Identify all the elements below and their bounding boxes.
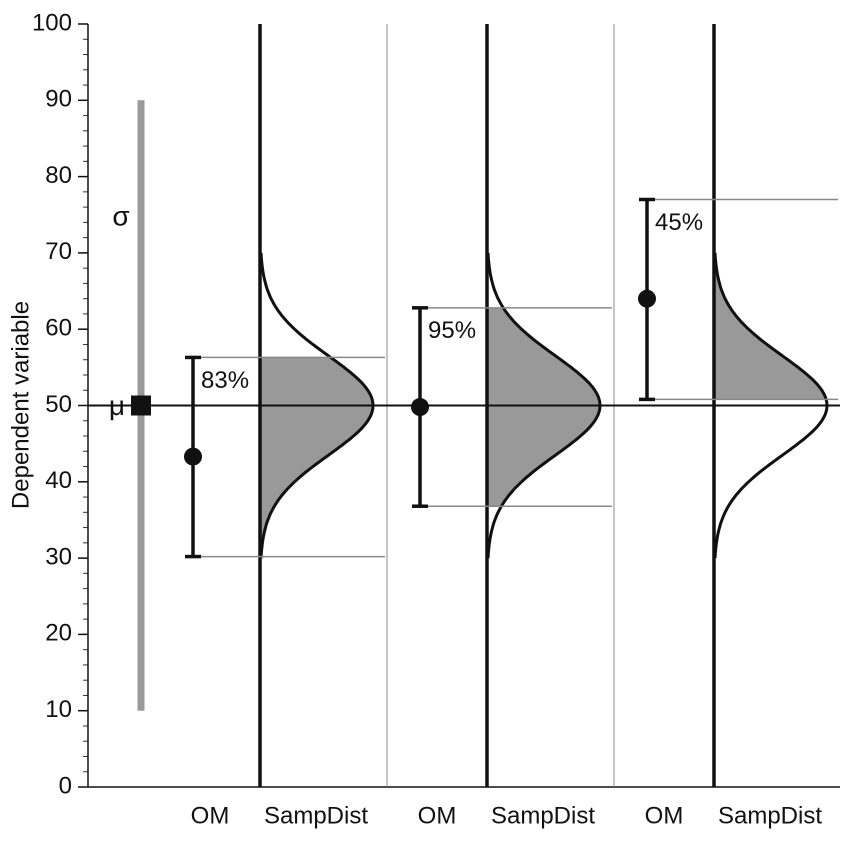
dist-label: SampDist	[264, 802, 368, 829]
coverage-label: 95%	[428, 317, 476, 344]
om-label: OM	[191, 802, 230, 829]
dist-label: SampDist	[718, 802, 822, 829]
mean-point	[184, 447, 202, 466]
y-tick-label: 80	[45, 162, 72, 189]
y-tick-label: 40	[45, 467, 72, 494]
coverage-area	[714, 252, 827, 400]
y-tick-label: 100	[32, 9, 72, 36]
coverage-area	[260, 357, 373, 557]
coverage-area	[487, 307, 600, 507]
coverage-label: 83%	[201, 367, 249, 394]
mu-label: μ	[109, 390, 125, 421]
y-tick-label: 10	[45, 696, 72, 723]
y-tick-label: 0	[59, 772, 72, 799]
y-tick-label: 60	[45, 315, 72, 342]
y-tick-label: 30	[45, 543, 72, 570]
mu-marker	[131, 395, 151, 416]
y-tick-label: 70	[45, 238, 72, 265]
coverage-label: 45%	[655, 209, 703, 236]
y-tick-label: 90	[45, 86, 72, 113]
dist-label: SampDist	[491, 802, 595, 829]
y-tick-label: 20	[45, 620, 72, 647]
mean-point	[411, 398, 429, 417]
om-label: OM	[418, 802, 457, 829]
om-label: OM	[645, 802, 684, 829]
y-tick-label: 50	[45, 391, 72, 418]
y-axis-label: Dependent variable	[7, 301, 34, 509]
sigma-label: σ	[112, 200, 129, 231]
mean-point	[638, 289, 656, 308]
